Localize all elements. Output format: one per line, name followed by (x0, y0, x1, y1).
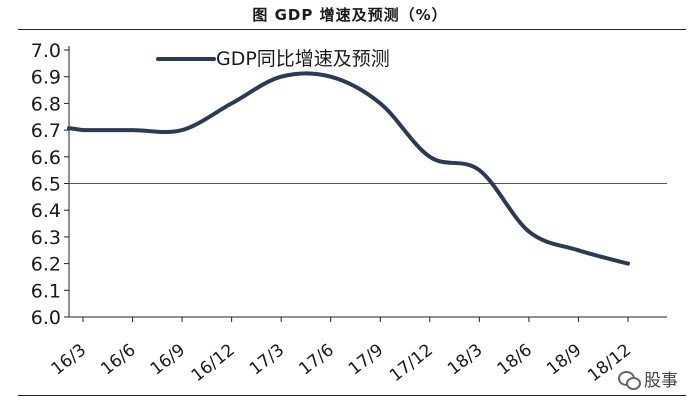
x-tick-label: 18/3 (444, 340, 486, 379)
y-tick-label: 6.4 (31, 200, 61, 222)
bottom-rule (18, 395, 686, 396)
x-tick-label: 17/9 (345, 340, 387, 379)
y-tick-label: 6.3 (31, 227, 61, 249)
y-tick-label: 7.0 (31, 40, 61, 62)
x-tick-label: 18/6 (494, 340, 536, 379)
watermark: 股事 (618, 366, 678, 391)
x-tick-label: 16/9 (147, 340, 189, 379)
wechat-icon (618, 370, 641, 390)
x-tick-label: 17/12 (386, 340, 437, 386)
y-tick-label: 6.2 (31, 254, 61, 276)
x-tick-label: 17/3 (246, 340, 288, 379)
x-tick-label: 16/12 (188, 340, 239, 386)
y-tick-label: 6.5 (31, 174, 61, 196)
x-tick-label: 16/3 (48, 340, 90, 379)
watermark-text: 股事 (644, 371, 678, 391)
x-axis-ticks: 16/3 16/6 16/916/12 17/3 17/6 17/917/12 18/3 18… (48, 317, 635, 386)
series-group (67, 71, 630, 266)
y-tick-label: 6.8 (31, 93, 61, 115)
y-tick-label: 6.7 (31, 120, 61, 142)
y-tick-label: 6.6 (31, 147, 61, 169)
series-line (67, 71, 630, 266)
top-rule (18, 29, 686, 30)
x-tick-label: 17/6 (295, 340, 337, 379)
y-tick-label: 6.1 (31, 280, 61, 302)
chart-title: 图 GDP 增速及预测（%） (252, 6, 448, 24)
x-tick-label: 16/6 (97, 340, 139, 379)
y-tick-label: 6.9 (31, 67, 61, 89)
y-tick-label: 6.0 (31, 307, 61, 329)
chart-axes (68, 46, 667, 318)
x-tick-label: 18/9 (543, 340, 585, 379)
y-axis-ticks: 6.0 6.1 6.2 6.3 6.4 6.5 6.6 6.7 6.8 6.9 7.0 (31, 40, 69, 329)
legend-label: GDP同比增速及预测 (216, 48, 390, 70)
legend: GDP同比增速及预测 (156, 48, 390, 70)
